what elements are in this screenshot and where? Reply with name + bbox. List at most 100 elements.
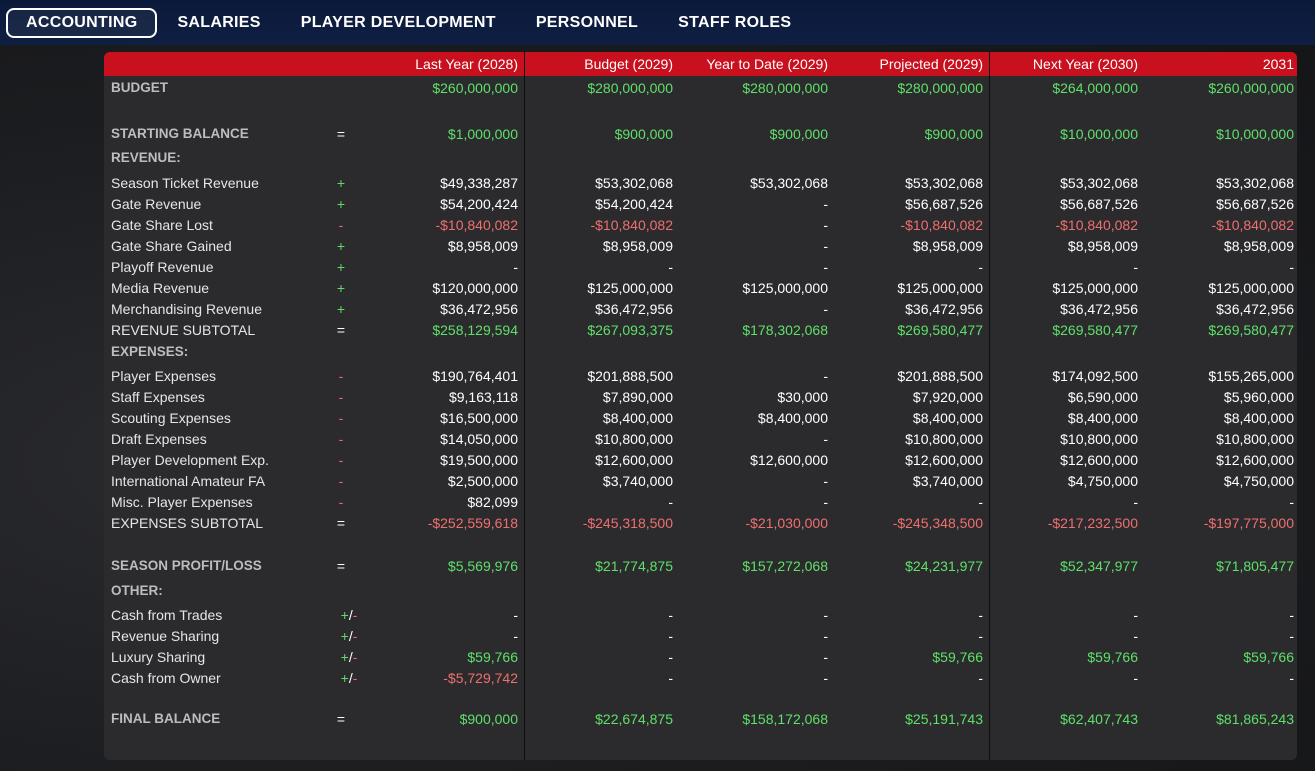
table-cell: $59,766 <box>467 649 518 665</box>
table-cell: - <box>823 649 828 665</box>
row-label: Staff Expenses <box>111 389 205 405</box>
table-cell: $260,000,000 <box>432 80 518 96</box>
table-cell: $21,774,875 <box>595 558 673 574</box>
row-operator: + <box>336 280 346 296</box>
row-operator: - <box>338 217 344 233</box>
table-cell: $54,200,424 <box>595 196 673 212</box>
table-cell: - <box>668 628 673 644</box>
table-cell: $10,800,000 <box>905 431 983 447</box>
table-cell: - <box>978 607 983 623</box>
table-cell: $16,500,000 <box>440 410 518 426</box>
column-header: Next Year (2030) <box>1032 56 1138 72</box>
column-header: Year to Date (2029) <box>706 56 828 72</box>
row-label: STARTING BALANCE <box>111 126 249 141</box>
table-cell: - <box>1133 628 1138 644</box>
table-cell: $8,400,000 <box>602 410 673 426</box>
table-cell: - <box>978 628 983 644</box>
table-cell: $4,750,000 <box>1067 473 1138 489</box>
table-cell: $22,674,875 <box>595 711 673 727</box>
table-cell: $53,302,068 <box>905 175 983 191</box>
top-nav: ACCOUNTING SALARIES PLAYER DEVELOPMENT PERS… <box>0 0 1315 45</box>
row-label: Media Revenue <box>111 280 210 296</box>
table-cell: $12,600,000 <box>1060 452 1138 468</box>
row-operator: + <box>336 238 346 254</box>
table-cell: $49,338,287 <box>440 175 518 191</box>
column-header: Last Year (2028) <box>415 56 518 72</box>
table-cell: $25,191,743 <box>905 711 983 727</box>
table-cell: - <box>978 259 983 275</box>
table-cell: - <box>978 494 983 510</box>
row-label: SEASON PROFIT/LOSS <box>111 558 262 573</box>
table-cell: $900,000 <box>769 126 828 142</box>
table-cell: - <box>1289 494 1294 510</box>
tab-player-development[interactable]: PLAYER DEVELOPMENT <box>300 13 496 31</box>
table-cell: $56,687,526 <box>1216 196 1294 212</box>
tab-salaries[interactable]: SALARIES <box>177 13 261 31</box>
row-operator: = <box>336 126 346 142</box>
table-cell: $59,766 <box>1087 649 1138 665</box>
table-cell: $125,000,000 <box>742 280 828 296</box>
table-cell: - <box>668 259 673 275</box>
table-cell: - <box>513 259 518 275</box>
table-cell: $267,093,375 <box>587 322 673 338</box>
row-label: Player Development Exp. <box>111 452 269 468</box>
table-cell: $10,800,000 <box>595 431 673 447</box>
table-cell: $120,000,000 <box>432 280 518 296</box>
row-label: FINAL BALANCE <box>111 711 221 726</box>
table-cell: $125,000,000 <box>587 280 673 296</box>
table-cell: $8,400,000 <box>757 410 828 426</box>
row-operator: - <box>338 473 344 489</box>
row-operator: + <box>336 175 346 191</box>
row-label: REVENUE SUBTOTAL <box>111 322 256 338</box>
row-label: OTHER: <box>111 583 163 598</box>
column-header: Budget (2029) <box>584 56 673 72</box>
tab-staff-roles[interactable]: STAFF ROLES <box>678 13 792 31</box>
table-cell: $12,600,000 <box>905 452 983 468</box>
table-cell: $53,302,068 <box>750 175 828 191</box>
table-cell: $260,000,000 <box>1208 80 1294 96</box>
table-cell: -$197,775,000 <box>1203 515 1294 531</box>
table-cell: - <box>513 607 518 623</box>
table-cell: $36,472,956 <box>1060 301 1138 317</box>
table-cell: $280,000,000 <box>587 80 673 96</box>
table-cell: - <box>668 607 673 623</box>
table-cell: $24,231,977 <box>905 558 983 574</box>
row-label: Season Ticket Revenue <box>111 175 259 191</box>
table-cell: $59,766 <box>932 649 983 665</box>
table-cell: $900,000 <box>459 711 518 727</box>
table-cell: $36,472,956 <box>1216 301 1294 317</box>
table-cell: $900,000 <box>614 126 673 142</box>
row-operator: +/- <box>340 670 358 686</box>
table-cell: -$217,232,500 <box>1047 515 1138 531</box>
table-cell: $9,163,118 <box>448 389 518 405</box>
table-cell: - <box>1133 259 1138 275</box>
table-cell: $8,958,009 <box>447 238 518 254</box>
column-divider <box>524 52 525 760</box>
table-cell: $8,400,000 <box>1223 410 1294 426</box>
table-cell: - <box>823 431 828 447</box>
table-cell: $201,888,500 <box>897 368 983 384</box>
row-operator: = <box>336 322 346 338</box>
table-cell: $59,766 <box>1243 649 1294 665</box>
table-cell: - <box>1133 670 1138 686</box>
table-cell: $190,764,401 <box>432 368 518 384</box>
row-label: Cash from Owner <box>111 670 221 686</box>
table-cell: $36,472,956 <box>440 301 518 317</box>
table-cell: $82,099 <box>467 494 518 510</box>
table-cell: - <box>668 494 673 510</box>
table-cell: $53,302,068 <box>1060 175 1138 191</box>
table-cell: $7,920,000 <box>912 389 983 405</box>
table-cell: - <box>823 494 828 510</box>
row-label: Gate Share Gained <box>111 238 232 254</box>
row-operator: - <box>338 494 344 510</box>
table-cell: - <box>823 368 828 384</box>
tab-accounting[interactable]: ACCOUNTING <box>6 7 158 38</box>
table-cell: - <box>668 670 673 686</box>
table-cell: -$245,348,500 <box>892 515 983 531</box>
row-label: Misc. Player Expenses <box>111 494 253 510</box>
table-cell: $81,865,243 <box>1216 711 1294 727</box>
table-cell: $8,958,009 <box>1223 238 1294 254</box>
table-cell: $280,000,000 <box>742 80 828 96</box>
table-cell: $19,500,000 <box>440 452 518 468</box>
tab-personnel[interactable]: PERSONNEL <box>535 13 639 31</box>
